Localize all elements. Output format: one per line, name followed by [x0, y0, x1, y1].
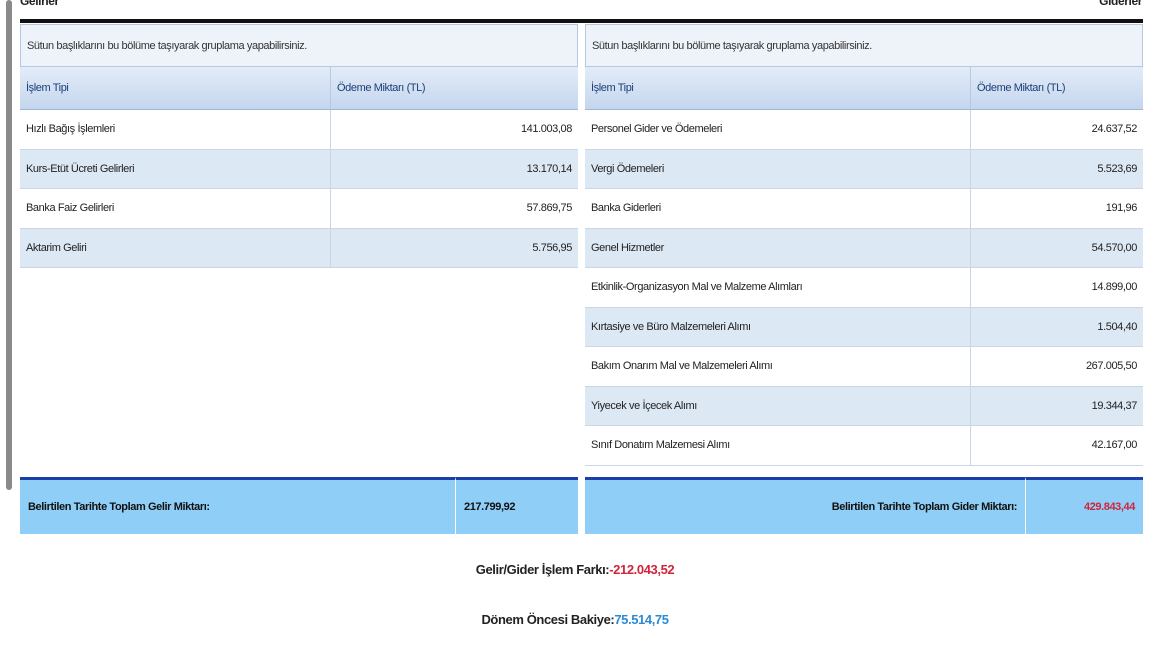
row-label: Vergi Ödemeleri — [585, 149, 970, 189]
row-label: Etkinlik-Organizasyon Mal ve Malzeme Alı… — [585, 268, 970, 308]
column-header[interactable]: Ödeme Miktarı (TL) — [330, 67, 578, 110]
total-value: 217.799,92 — [455, 477, 578, 534]
row-amount: 267.005,50 — [970, 347, 1143, 387]
row-amount: 24.637,52 — [970, 110, 1143, 150]
row-label: Genel Hizmetler — [585, 228, 970, 268]
total-label: Belirtilen Tarihte Toplam Gider Miktarı: — [585, 477, 1025, 534]
group-hint: Sütun başlıklarını bu bölüme taşıyarak g… — [585, 24, 1143, 67]
row-label: Banka Faiz Gelirleri — [20, 189, 330, 229]
header-rule — [20, 19, 1143, 23]
left-title: Gelirler — [20, 0, 59, 8]
row-amount: 1.504,40 — [970, 307, 1143, 347]
group-hint: Sütun başlıklarını bu bölüme taşıyarak g… — [20, 24, 578, 67]
column-header[interactable]: İşlem Tipi — [585, 67, 970, 110]
row-amount: 191,96 — [970, 189, 1143, 229]
balance: Dönem Öncesi Bakiye:75.514,75 — [0, 612, 1150, 627]
row-amount: 42.167,00 — [970, 426, 1143, 466]
row-label: Kurs-Etüt Ücreti Gelirleri — [20, 149, 330, 189]
row-label: Sınıf Donatım Malzemesi Alımı — [585, 426, 970, 466]
row-amount: 54.570,00 — [970, 228, 1143, 268]
row-amount: 141.003,08 — [330, 110, 578, 150]
balance-value: 75.514,75 — [614, 612, 669, 627]
row-amount: 14.899,00 — [970, 268, 1143, 308]
row-amount: 57.869,75 — [330, 189, 578, 229]
row-amount: 5.756,95 — [330, 228, 578, 268]
right-title: Giderler — [1099, 0, 1142, 8]
row-label: Banka Giderleri — [585, 189, 970, 229]
scrollbar[interactable] — [6, 0, 12, 490]
column-header[interactable]: İşlem Tipi — [20, 67, 330, 110]
row-label: Kırtasiye ve Büro Malzemeleri Alımı — [585, 307, 970, 347]
row-label: Aktarim Geliri — [20, 228, 330, 268]
row-label: Hızlı Bağış İşlemleri — [20, 110, 330, 150]
row-label: Bakım Onarım Mal ve Malzemeleri Alımı — [585, 347, 970, 387]
column-header[interactable]: Ödeme Miktarı (TL) — [970, 67, 1143, 110]
row-label: Personel Gider ve Ödemeleri — [585, 110, 970, 150]
total-value: 429.843,44 — [1025, 477, 1143, 534]
difference: Gelir/Gider İşlem Farkı:-212.043,52 — [0, 562, 1150, 577]
row-amount: 19.344,37 — [970, 386, 1143, 426]
row-amount: 13.170,14 — [330, 149, 578, 189]
total-label: Belirtilen Tarihte Toplam Gelir Miktarı: — [20, 477, 455, 534]
difference-label: Gelir/Gider İşlem Farkı: — [475, 562, 610, 577]
difference-value: -212.043,52 — [609, 562, 675, 577]
row-amount: 5.523,69 — [970, 149, 1143, 189]
balance-label: Dönem Öncesi Bakiye: — [481, 612, 615, 627]
row-label: Yiyecek ve İçecek Alımı — [585, 386, 970, 426]
